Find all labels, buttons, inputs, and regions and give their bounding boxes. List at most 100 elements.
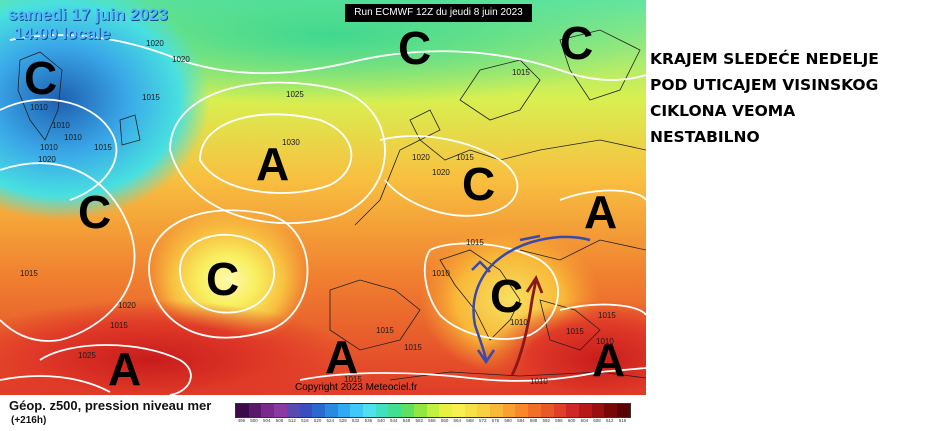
color-swatch bbox=[299, 404, 313, 417]
color-swatch bbox=[426, 404, 440, 417]
color-scale-tick: 524 bbox=[326, 418, 335, 423]
color-scale-bar bbox=[235, 403, 631, 418]
flow-arrows bbox=[471, 234, 591, 376]
color-scale-tick: 580 bbox=[504, 418, 512, 423]
color-scale-tick: 564 bbox=[453, 418, 462, 423]
isobar-label: 1015 bbox=[376, 326, 394, 335]
isobar-label: 1020 bbox=[172, 55, 190, 64]
isobar-label: 1015 bbox=[566, 327, 584, 336]
color-scale-tick: 588 bbox=[529, 418, 538, 423]
color-swatch bbox=[451, 404, 465, 417]
color-swatch bbox=[236, 404, 249, 417]
color-scale-tick: 508 bbox=[275, 418, 284, 423]
isobars bbox=[0, 34, 646, 395]
isobar-label: 1015 bbox=[142, 93, 160, 102]
color-scale-tick: 592 bbox=[542, 418, 550, 423]
color-scale-tick: 572 bbox=[478, 418, 487, 423]
isobar-label: 1015 bbox=[404, 343, 422, 352]
pressure-center: C bbox=[78, 186, 111, 238]
color-scale-tick: 600 bbox=[567, 418, 576, 423]
color-scale-tick: 568 bbox=[466, 418, 474, 423]
commentary-line: CIKLONA VEOMA bbox=[650, 102, 796, 120]
pressure-center: A bbox=[584, 186, 617, 238]
color-scale-tick: 496 bbox=[237, 418, 246, 423]
color-swatch bbox=[388, 404, 402, 417]
color-scale-tick: 500 bbox=[250, 418, 258, 423]
isobar-label: 1030 bbox=[282, 138, 300, 147]
pressure-center: A bbox=[108, 343, 141, 395]
isobar-label: 1015 bbox=[94, 143, 112, 152]
color-swatch bbox=[528, 404, 541, 417]
color-scale-tick: 528 bbox=[339, 418, 347, 423]
isobar-label: 1010 bbox=[30, 103, 48, 112]
color-swatch bbox=[604, 404, 618, 417]
pressure-center: C bbox=[490, 270, 523, 322]
isobar-label: 1015 bbox=[512, 68, 530, 77]
forecast-commentary: KRAJEM SLEDEĆE NEDELJE POD UTICAJEM VISI… bbox=[650, 46, 936, 150]
pressure-center: C bbox=[560, 17, 593, 69]
color-scale-tick: 616 bbox=[618, 418, 627, 423]
color-scale-tick: 576 bbox=[491, 418, 500, 423]
isobar-labels: 1020 1020 1015 1010 1010 1015 1020 1015 … bbox=[20, 39, 616, 386]
isobar-label: 1020 bbox=[146, 39, 164, 48]
color-swatch bbox=[286, 404, 300, 417]
color-swatch bbox=[324, 404, 338, 417]
commentary-line: NESTABILNO bbox=[650, 128, 760, 146]
color-swatch bbox=[261, 404, 275, 417]
color-swatch bbox=[617, 404, 630, 417]
map-canvas: C C C A C C C A C A A A 1020 1020 1015 1… bbox=[0, 0, 646, 395]
color-scale-tick: 544 bbox=[390, 418, 398, 423]
pressure-center: C bbox=[206, 253, 239, 305]
pressure-center: A bbox=[325, 331, 358, 383]
color-scale-tick: 612 bbox=[605, 418, 614, 423]
isobar-label: 1020 bbox=[38, 155, 56, 164]
commentary-line: POD UTICAJEM VISINSKOG bbox=[650, 76, 879, 94]
forecast-date: samedi 17 juin 2023 bbox=[8, 5, 168, 24]
copyright-notice: Copyright 2023 Meteociel.fr bbox=[295, 382, 418, 393]
color-swatch bbox=[591, 404, 605, 417]
isobar-label: 1015 bbox=[598, 311, 616, 320]
color-swatch bbox=[553, 404, 567, 417]
forecast-local-time: 14:00 locale bbox=[14, 24, 111, 43]
pressure-center: C bbox=[24, 52, 57, 104]
isobar-label: 1010 bbox=[64, 133, 82, 142]
isobar-label: 1010 bbox=[510, 318, 528, 327]
color-scale-tick: 516 bbox=[301, 418, 309, 423]
color-scale-tick: 520 bbox=[313, 418, 322, 423]
isobar-label: 1010 bbox=[596, 337, 614, 346]
color-scale-ticks: 496 500 504 508 512 516 520 524 528 532 536 540 544 5… bbox=[235, 418, 629, 423]
legend-title: Géop. z500, pression niveau mer bbox=[9, 398, 212, 413]
color-scale-tick: 532 bbox=[351, 418, 360, 423]
color-swatch bbox=[312, 404, 325, 417]
color-swatch bbox=[401, 404, 414, 417]
isobar-label: 1010 bbox=[530, 377, 548, 386]
color-scale-tick: 608 bbox=[593, 418, 601, 423]
isobar-label: 1015 bbox=[20, 269, 38, 278]
color-swatch bbox=[515, 404, 529, 417]
pressure-center: C bbox=[398, 22, 431, 74]
color-swatch bbox=[439, 404, 452, 417]
color-scale-tick: 548 bbox=[402, 418, 411, 423]
isobar-label: 1025 bbox=[78, 351, 96, 360]
color-swatch bbox=[477, 404, 491, 417]
isobar-label: 1015 bbox=[344, 375, 362, 384]
isobar-label: 1020 bbox=[412, 153, 430, 162]
isobar-label: 1025 bbox=[286, 90, 304, 99]
color-scale-tick: 584 bbox=[517, 418, 525, 423]
pressure-center: A bbox=[256, 138, 289, 190]
color-swatch bbox=[490, 404, 503, 417]
color-swatch bbox=[540, 404, 554, 417]
isobar-label: 1010 bbox=[432, 269, 450, 278]
color-swatch bbox=[566, 404, 579, 417]
color-swatch bbox=[578, 404, 592, 417]
color-swatch bbox=[350, 404, 364, 417]
isobar-label: 1010 bbox=[40, 143, 58, 152]
color-scale-tick: 512 bbox=[288, 418, 296, 423]
pressure-center: A bbox=[592, 334, 625, 386]
color-scale-tick: 596 bbox=[555, 418, 563, 423]
forecast-map: C C C A C C C A C A A A 1020 1020 1015 1… bbox=[0, 0, 646, 395]
color-scale-tick: 536 bbox=[364, 418, 373, 423]
color-scale-tick: 560 bbox=[440, 418, 449, 423]
color-swatch bbox=[464, 404, 478, 417]
commentary-line: KRAJEM SLEDEĆE NEDELJE bbox=[650, 50, 879, 68]
